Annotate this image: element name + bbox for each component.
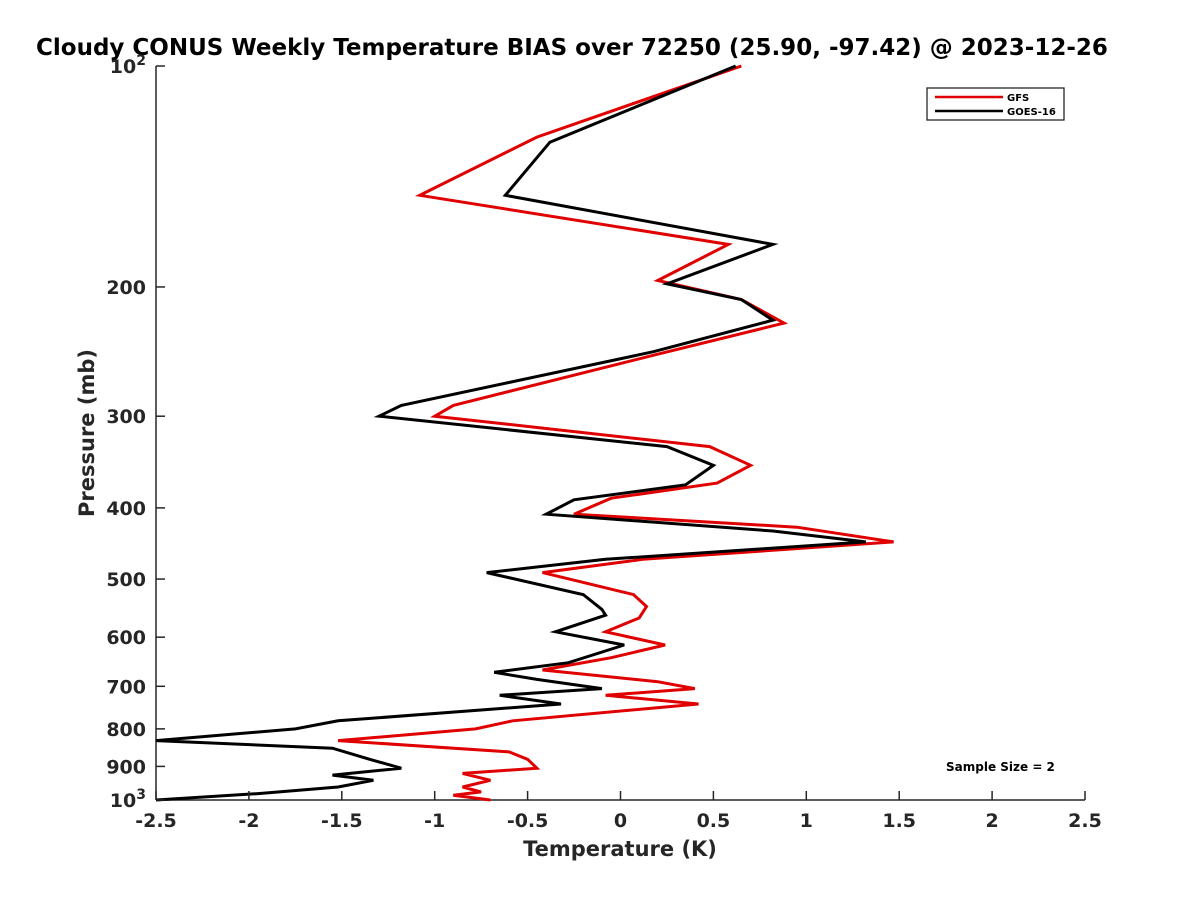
x-axis-ticks: -2.5 -2 -1.5 -1 -0.5 0 0.5 1 1.5 2 2.5 [135, 791, 1102, 832]
plot-area [155, 66, 1085, 801]
y-tick-label: 900 [106, 756, 146, 778]
x-tick-label: 1.5 [882, 810, 916, 832]
x-tick-label: 1 [800, 810, 813, 832]
x-axis-label: Temperature (K) [523, 837, 717, 861]
x-tick-label: 0 [614, 810, 627, 832]
series-line-goes-16 [155, 64, 866, 802]
y-axis-label: Pressure (mb) [75, 349, 99, 517]
y-tick-label: 500 [106, 569, 146, 591]
x-tick-label: 2.5 [1068, 810, 1102, 832]
y-tick-label: 103 [110, 787, 146, 812]
x-tick-label: -1.5 [321, 810, 363, 832]
y-tick-label: 700 [106, 676, 146, 698]
legend-label-gfs: GFS [1007, 93, 1029, 104]
legend: GFS GOES-16 [926, 87, 1065, 121]
chart-title: Cloudy CONUS Weekly Temperature BIAS ove… [36, 35, 1108, 61]
x-tick-label: -2 [238, 810, 259, 832]
x-tick-label: 0.5 [697, 810, 731, 832]
y-tick-label: 300 [106, 406, 146, 428]
series-line-gfs [337, 64, 894, 802]
x-tick-label: -1 [424, 810, 445, 832]
y-axis-ticks: 102 200 300 400 500 600 700 800 900 103 [106, 53, 165, 812]
sample-size-annotation: Sample Size = 2 [946, 760, 1055, 774]
legend-label-goes-16: GOES-16 [1007, 107, 1056, 118]
y-tick-label: 400 [106, 498, 146, 520]
y-tick-label: 800 [106, 719, 146, 741]
x-tick-label: -2.5 [135, 810, 177, 832]
y-tick-label: 102 [110, 53, 146, 78]
legend-box [926, 87, 1065, 121]
x-tick-label: -0.5 [507, 810, 549, 832]
series-layer [155, 64, 894, 802]
y-tick-label: 200 [106, 277, 146, 299]
x-tick-label: 2 [985, 810, 998, 832]
y-tick-label: 600 [106, 627, 146, 649]
